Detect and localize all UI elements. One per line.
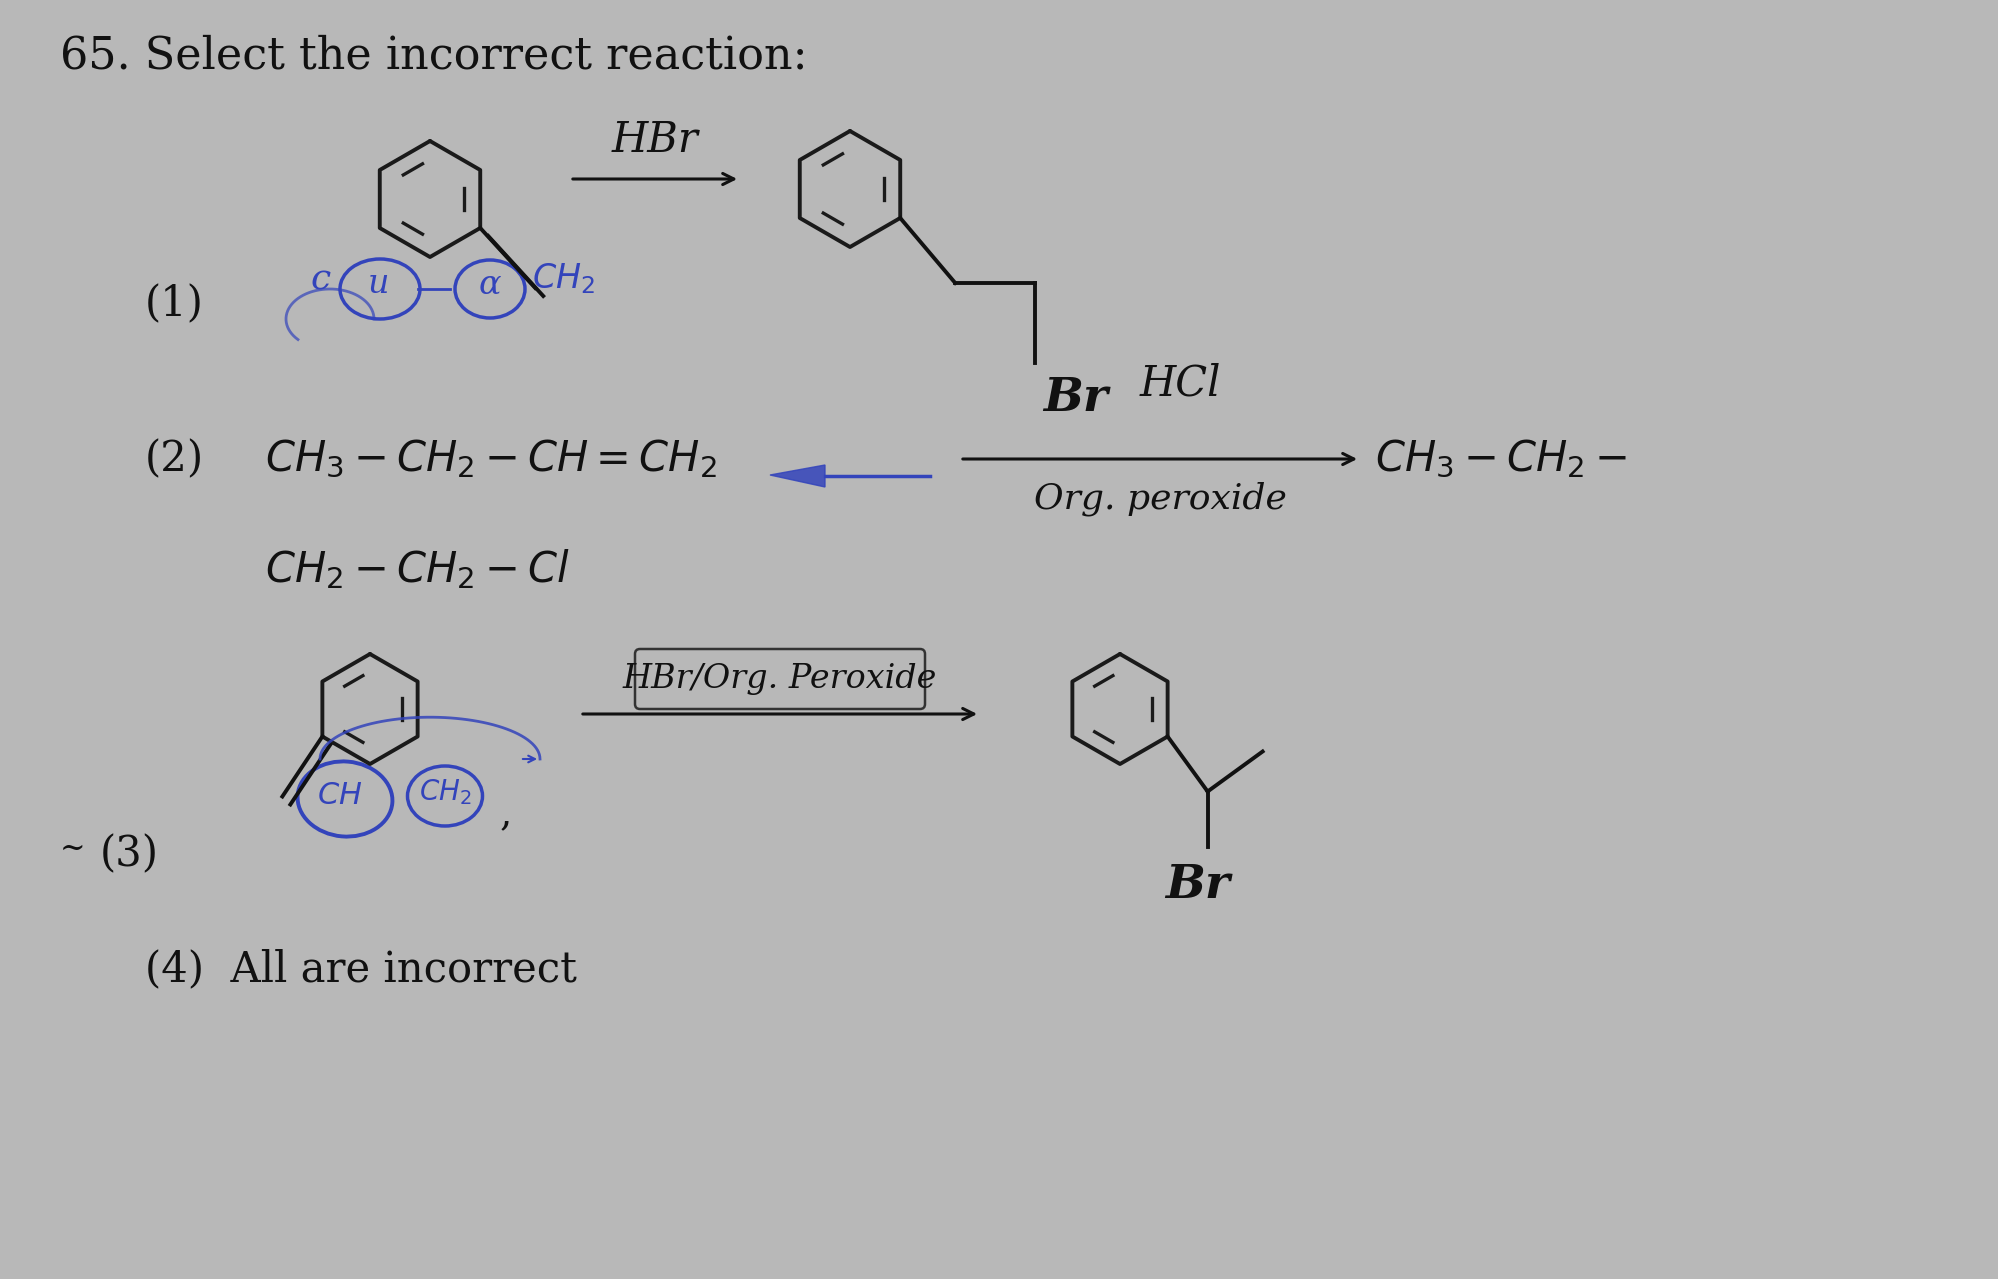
Text: $CH_3-CH_2-CH=CH_2$: $CH_3-CH_2-CH=CH_2$ xyxy=(266,437,717,480)
Text: (2): (2) xyxy=(146,437,204,480)
Text: 65. Select the incorrect reaction:: 65. Select the incorrect reaction: xyxy=(60,35,807,77)
Text: $\mathit{CH_2}$: $\mathit{CH_2}$ xyxy=(418,778,472,807)
Text: $CH_2-CH_2-Cl$: $CH_2-CH_2-Cl$ xyxy=(266,547,569,591)
Text: $CH_3-CH_2-$: $CH_3-CH_2-$ xyxy=(1375,437,1626,480)
Text: ~: ~ xyxy=(60,834,86,865)
Text: HCl: HCl xyxy=(1139,362,1221,404)
Text: Org. peroxide: Org. peroxide xyxy=(1033,481,1287,515)
Text: $CH_2$: $CH_2$ xyxy=(531,262,595,297)
Text: c: c xyxy=(310,262,330,295)
Text: ,: , xyxy=(500,796,511,833)
Text: (3): (3) xyxy=(100,833,160,875)
Polygon shape xyxy=(769,466,825,487)
Text: Br: Br xyxy=(1043,375,1107,421)
Text: α: α xyxy=(478,269,501,301)
Text: HBr/Org. Peroxide: HBr/Org. Peroxide xyxy=(623,663,937,694)
Text: (4)  All are incorrect: (4) All are incorrect xyxy=(146,948,577,990)
Text: (1): (1) xyxy=(146,283,204,325)
Text: HBr: HBr xyxy=(611,119,697,161)
Text: $\mathit{CH}$: $\mathit{CH}$ xyxy=(318,780,362,811)
Text: Br: Br xyxy=(1165,862,1229,908)
Text: u: u xyxy=(368,269,388,301)
